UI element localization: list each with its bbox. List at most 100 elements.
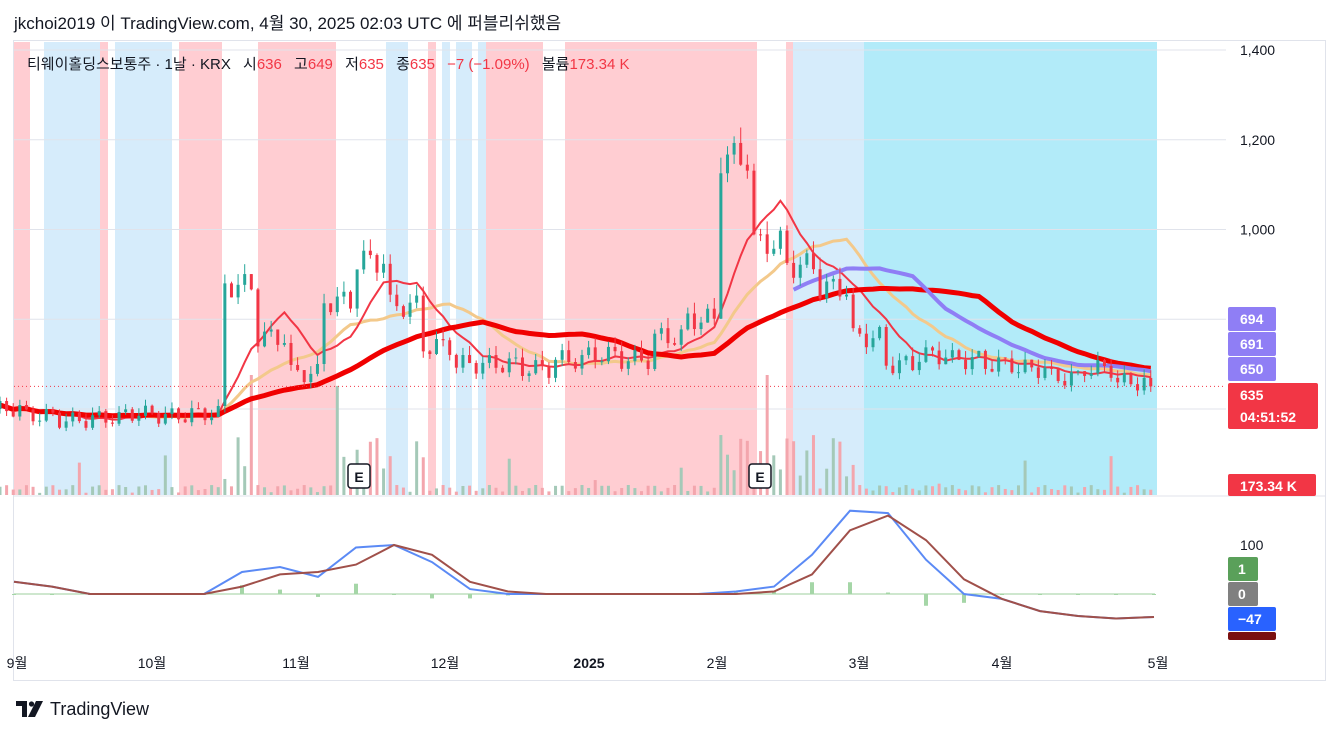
candle-body — [137, 415, 141, 421]
volume-bar — [190, 485, 194, 495]
candle-body — [177, 408, 181, 420]
volume-bar — [487, 485, 491, 495]
candle-body — [924, 347, 928, 362]
volume-bar — [534, 485, 538, 495]
candle-body — [355, 269, 359, 309]
volume-bar — [1136, 485, 1140, 495]
candle-body — [296, 364, 300, 371]
volume-bar — [1010, 490, 1014, 495]
volume-bar — [24, 485, 28, 495]
macd-histogram-bar — [886, 592, 890, 594]
candle-body — [540, 360, 544, 367]
candle-body — [487, 355, 491, 363]
candle-body — [666, 328, 670, 344]
volume-bar — [904, 485, 908, 495]
candle-body — [1129, 373, 1133, 385]
candle-body — [911, 356, 915, 371]
volume-bar — [891, 492, 895, 495]
macd-histogram-bar — [1152, 594, 1156, 595]
macd-histogram-bar — [12, 594, 16, 595]
candle-body — [481, 362, 485, 374]
macd-histogram-bar — [50, 594, 54, 595]
ma-purple-line — [792, 266, 1152, 374]
candle-body — [104, 411, 108, 423]
volume-bar — [276, 486, 280, 495]
candle-body — [401, 306, 405, 317]
time-axis-label: 4월 — [992, 655, 1013, 671]
candle-body — [825, 281, 829, 299]
volume-bar — [150, 489, 154, 495]
candle-body — [210, 416, 214, 421]
volume-bar — [401, 487, 405, 495]
volume-bar — [1003, 488, 1007, 495]
candle-body — [183, 419, 187, 423]
volume-bar — [600, 485, 604, 495]
volume-bar — [77, 462, 81, 495]
candle-body — [190, 408, 194, 423]
candle-body — [315, 363, 319, 374]
volume-bar — [712, 487, 716, 495]
candle-body — [18, 405, 22, 417]
candle-body — [335, 296, 339, 313]
time-axis-label: 10월 — [138, 655, 166, 671]
candle-body — [983, 350, 987, 369]
volume-bar — [335, 385, 339, 495]
candle-body — [785, 230, 789, 263]
macd-histogram-bar — [278, 589, 282, 594]
volume-bar — [1116, 486, 1120, 495]
price-tick-label: 1,400 — [1240, 42, 1275, 58]
volume-bar — [44, 486, 48, 495]
legend-low-value: 635 — [359, 56, 384, 73]
volume-bar — [977, 486, 981, 495]
candle-body — [157, 413, 161, 424]
volume-bar — [309, 487, 313, 495]
footer-brand: TradingView — [50, 698, 150, 719]
price-tick-label: 1,000 — [1240, 222, 1275, 238]
volume-bar — [666, 487, 670, 495]
candle-body — [269, 329, 273, 332]
volume-bar — [871, 490, 875, 495]
candle-body — [765, 234, 769, 254]
volume-bar — [104, 489, 108, 495]
volume-bar — [765, 375, 769, 495]
candle-body — [1056, 368, 1060, 381]
earnings-marker[interactable] — [748, 463, 772, 489]
candle-body — [91, 415, 95, 428]
volume-bar — [520, 490, 524, 495]
volume-bar — [229, 486, 233, 495]
candle-body — [1010, 358, 1014, 373]
volume-bar — [983, 492, 987, 495]
volume-bar — [699, 485, 703, 495]
candle-body — [580, 355, 584, 369]
volume-bar — [501, 491, 505, 495]
candle-body — [838, 278, 842, 297]
candle-body — [567, 350, 571, 362]
volume-bar — [481, 488, 485, 495]
time-axis-label: 2025 — [573, 655, 604, 671]
candle-body — [5, 401, 9, 412]
price-tag — [1228, 383, 1318, 429]
earnings-marker[interactable] — [347, 463, 371, 489]
macd-line — [13, 509, 1155, 620]
tradingview-logo-icon — [16, 701, 43, 717]
volume-bar — [296, 488, 300, 495]
volume-bar — [130, 492, 134, 495]
volume-bar — [58, 489, 62, 495]
volume-bar — [269, 492, 273, 495]
candle-body — [1050, 367, 1054, 369]
volume-bar — [71, 485, 75, 495]
candle-body — [31, 409, 35, 422]
candle-body — [150, 405, 154, 414]
signal-band — [258, 42, 336, 495]
volume-bar — [633, 488, 637, 495]
volume-bar — [719, 435, 723, 495]
candle-body — [256, 289, 260, 347]
time-axis-label: 11월 — [282, 655, 309, 671]
candle-body — [626, 361, 630, 369]
volume-bar — [395, 485, 399, 495]
volume-bar — [1083, 487, 1087, 495]
macd-histogram-bar — [1114, 594, 1118, 595]
price-tag — [1228, 357, 1276, 381]
volume-bar — [554, 485, 558, 495]
